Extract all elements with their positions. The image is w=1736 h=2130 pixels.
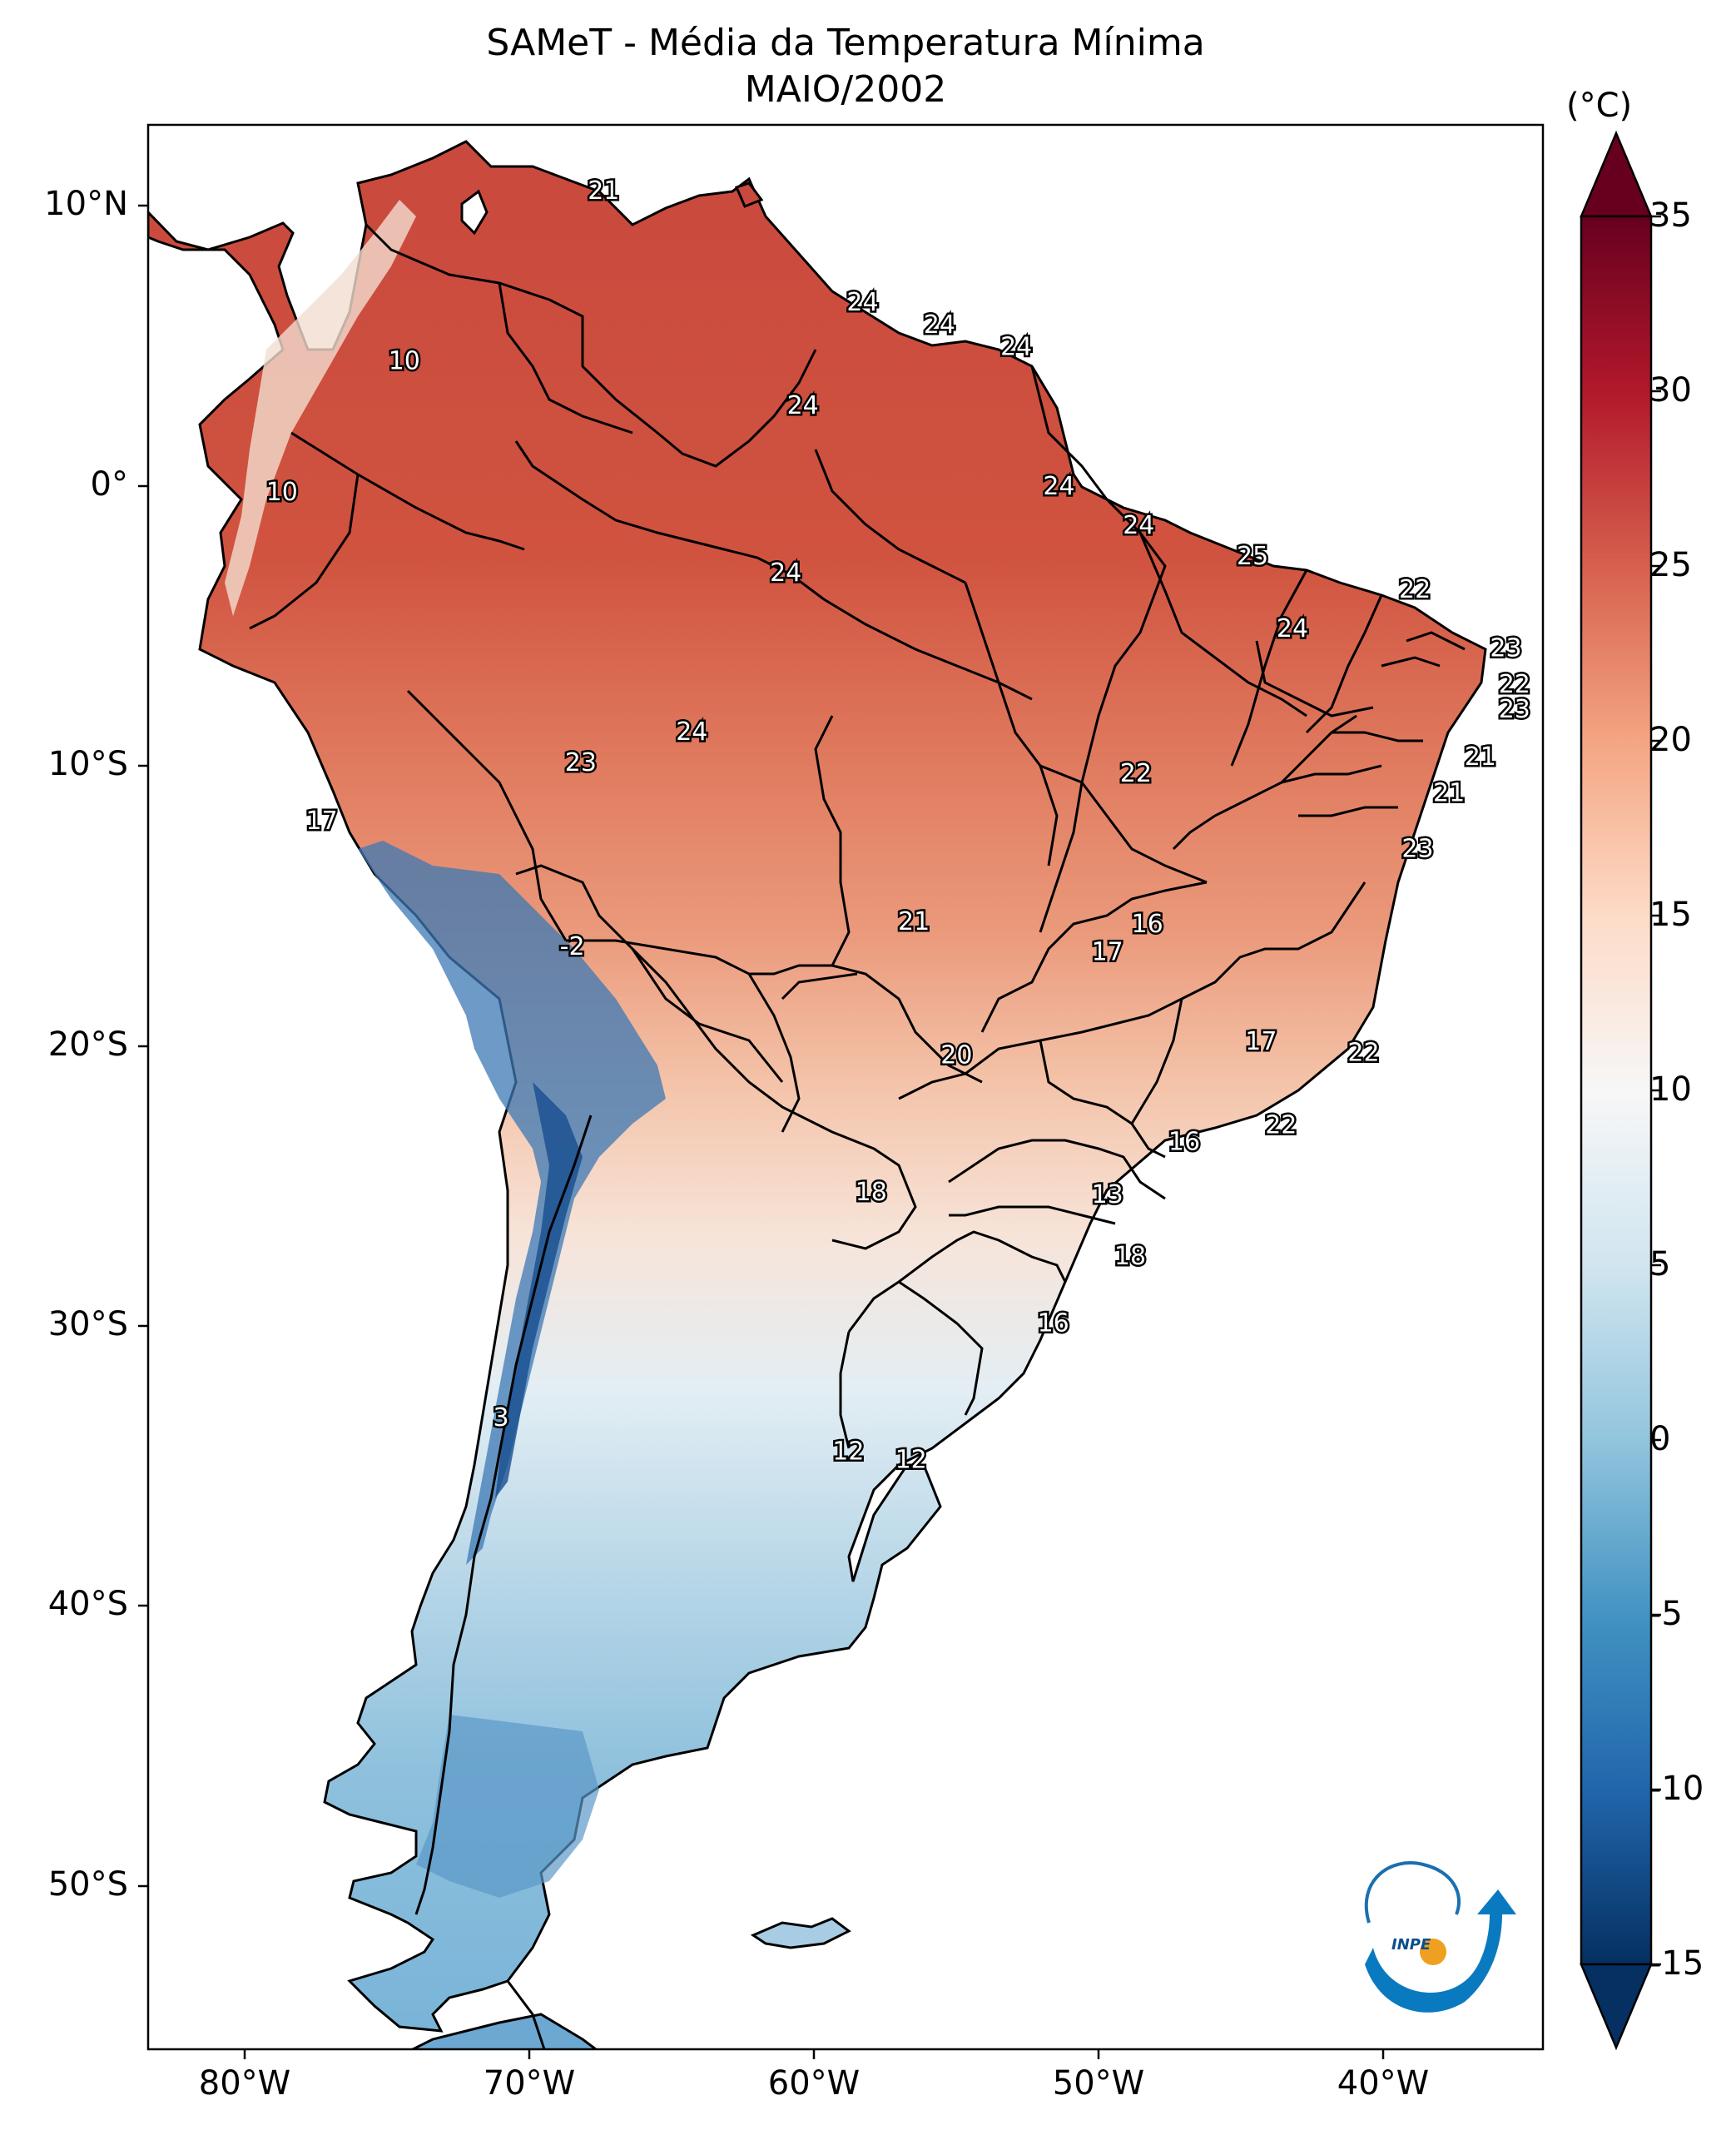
colorbar-unit: (°C) bbox=[1566, 87, 1633, 125]
station-value-label: 16 bbox=[1132, 910, 1163, 939]
colorbar-tick-label: 5 bbox=[1649, 1245, 1671, 1283]
colorbar-tick-label: 25 bbox=[1649, 546, 1692, 584]
lat-tick-label: 0° bbox=[90, 465, 128, 504]
lat-tick-label: 20°S bbox=[47, 1025, 128, 1064]
station-value-label: 24 bbox=[787, 391, 819, 420]
colorbar-tick-marks bbox=[1651, 215, 1661, 1966]
station-value-label: 24 bbox=[1000, 333, 1032, 362]
colorbar-tick-label: 30 bbox=[1649, 371, 1692, 410]
lat-tick-label: 30°S bbox=[47, 1305, 128, 1343]
station-value-label: 24 bbox=[770, 559, 801, 588]
lon-tick-label: 50°W bbox=[1052, 2064, 1145, 2103]
station-value-label: 17 bbox=[1092, 938, 1123, 967]
station-value-label: 23 bbox=[1401, 835, 1433, 864]
axis-tick-marks bbox=[138, 204, 1385, 2059]
station-value-label: 18 bbox=[1114, 1242, 1146, 1271]
colombia-andes-cool-region bbox=[225, 200, 416, 616]
station-value-label: 10 bbox=[389, 346, 420, 375]
lon-tick-label: 60°W bbox=[767, 2064, 861, 2103]
station-value-label: 16 bbox=[1168, 1128, 1200, 1157]
plot-frame bbox=[146, 123, 1545, 2051]
station-value-label: 24 bbox=[1123, 511, 1154, 540]
colorbar-tick-label: -15 bbox=[1649, 1944, 1704, 1983]
map-subtitle: MAIO/2002 bbox=[744, 68, 947, 111]
caribbean-islands bbox=[734, 181, 764, 208]
station-value-label: 17 bbox=[306, 807, 338, 836]
colorbar-tick-label: 20 bbox=[1649, 721, 1692, 759]
station-value-label: 23 bbox=[1490, 633, 1521, 663]
station-value-label: 17 bbox=[1245, 1027, 1277, 1056]
inpe-logo-text: INPE bbox=[1391, 1936, 1431, 1954]
station-value-label: 21 bbox=[1465, 742, 1496, 772]
andes-deep-cold-core bbox=[495, 1082, 583, 1498]
lon-tick-label: 80°W bbox=[198, 2064, 291, 2103]
station-value-label: 13 bbox=[1092, 1180, 1123, 1209]
political-borders bbox=[249, 223, 1466, 2049]
inpe-logo: INPE bbox=[1364, 1861, 1516, 2013]
station-value-label: 10 bbox=[266, 478, 298, 507]
station-value-label: 12 bbox=[832, 1437, 864, 1466]
map-layer bbox=[148, 140, 1487, 2049]
station-value-label: 24 bbox=[1277, 614, 1308, 643]
station-value-label: -2 bbox=[560, 932, 585, 961]
tierra-del-fuego bbox=[409, 2013, 598, 2049]
colorbar-tick-label: -10 bbox=[1649, 1770, 1704, 1808]
lat-tick-label: 40°S bbox=[47, 1585, 128, 1623]
station-value-label: 23 bbox=[565, 748, 597, 777]
colorbar-tick-label: -5 bbox=[1649, 1595, 1683, 1633]
patagonia-cold-region bbox=[416, 1715, 599, 1898]
station-value-label: 3 bbox=[494, 1403, 509, 1432]
station-value-label: 12 bbox=[895, 1446, 927, 1475]
colorbar-tick-label: 10 bbox=[1649, 1070, 1692, 1109]
colorbar bbox=[1580, 215, 1653, 1966]
station-value-label: 18 bbox=[856, 1178, 887, 1207]
andes-cold-region bbox=[358, 841, 666, 1565]
station-value-label: 22 bbox=[1347, 1038, 1379, 1067]
colorbar-tick-label: 35 bbox=[1649, 196, 1692, 235]
station-value-label: 24 bbox=[676, 717, 707, 747]
station-value-label: 22 bbox=[1265, 1110, 1297, 1139]
station-value-label: 24 bbox=[924, 310, 955, 340]
falkland-islands bbox=[750, 1917, 851, 1949]
map-title: SAMeT - Média da Temperatura Mínima bbox=[486, 22, 1205, 64]
station-value-label: 21 bbox=[898, 907, 930, 936]
lon-tick-label: 70°W bbox=[483, 2064, 576, 2103]
station-value-label: 20 bbox=[940, 1041, 972, 1070]
station-value-label: 21 bbox=[1433, 779, 1465, 808]
colorbar-tick-label: 0 bbox=[1649, 1420, 1671, 1458]
lake-maracaibo bbox=[460, 189, 489, 236]
lat-tick-label: 10°S bbox=[47, 745, 128, 783]
station-value-label: 22 bbox=[1399, 575, 1431, 604]
station-value-label: 24 bbox=[846, 288, 878, 317]
lat-tick-label: 10°N bbox=[44, 185, 128, 223]
station-value-label: 16 bbox=[1038, 1308, 1069, 1338]
south-america-landmass bbox=[148, 140, 1487, 2033]
colorbar-lower-extend bbox=[1580, 1963, 1653, 2051]
station-value-label: 22 bbox=[1120, 759, 1152, 788]
colorbar-tick-label: 15 bbox=[1649, 896, 1692, 934]
colorbar-upper-extend bbox=[1580, 130, 1653, 218]
station-value-label: 25 bbox=[1237, 542, 1268, 571]
station-value-label: 24 bbox=[1043, 472, 1074, 501]
station-value-label: 22 bbox=[1499, 670, 1530, 699]
lon-tick-label: 40°W bbox=[1337, 2064, 1430, 2103]
station-value-label: 21 bbox=[588, 176, 619, 206]
station-value-label: 23 bbox=[1499, 695, 1530, 724]
lat-tick-label: 50°S bbox=[47, 1865, 128, 1904]
